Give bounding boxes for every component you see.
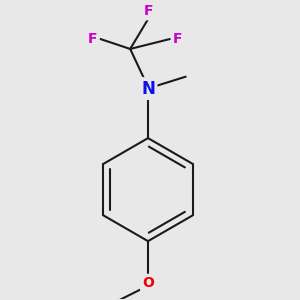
Text: F: F — [143, 4, 153, 18]
Text: N: N — [141, 80, 155, 98]
Text: F: F — [173, 32, 182, 46]
Text: F: F — [88, 32, 97, 46]
Text: O: O — [142, 276, 154, 290]
